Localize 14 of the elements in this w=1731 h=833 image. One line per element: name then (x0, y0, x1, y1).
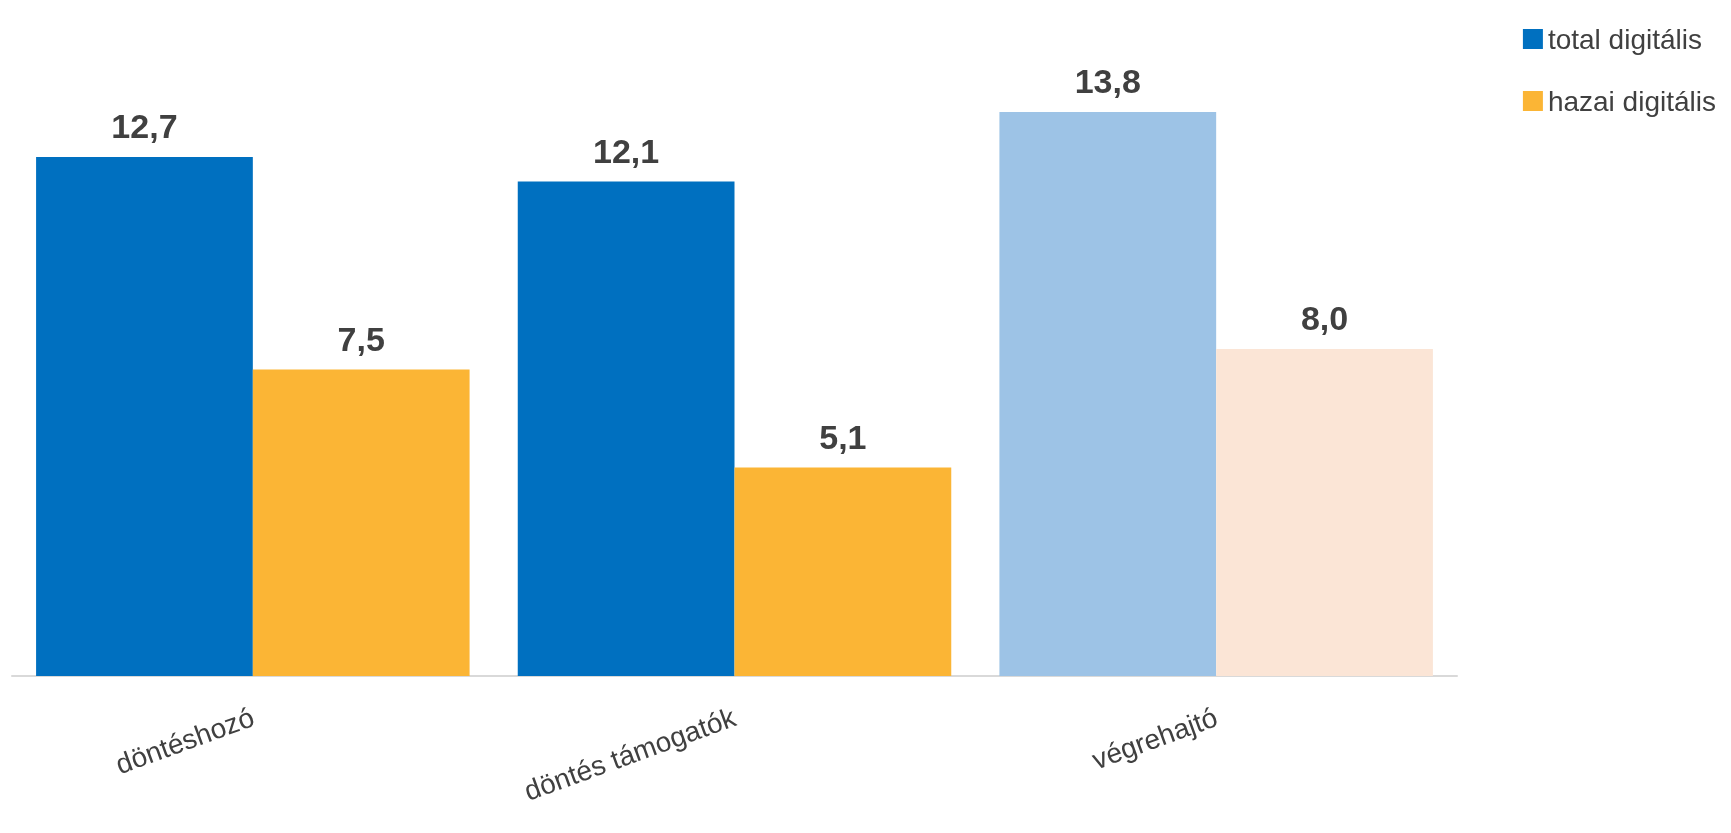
data-label: 5,1 (819, 417, 867, 456)
data-label: 12,1 (593, 131, 660, 170)
bar (36, 156, 253, 676)
bar (734, 467, 952, 676)
data-label: 8,0 (1300, 299, 1349, 338)
data-label: 7,5 (337, 319, 385, 358)
bar (517, 181, 735, 676)
data-label: 13,8 (1074, 62, 1141, 101)
bar (252, 369, 470, 676)
legend-label: total digitális (1547, 23, 1702, 55)
legend-label: hazai digitális (1547, 85, 1717, 117)
bar (999, 112, 1217, 676)
data-label: 12,7 (111, 106, 178, 145)
bar (1216, 349, 1433, 676)
